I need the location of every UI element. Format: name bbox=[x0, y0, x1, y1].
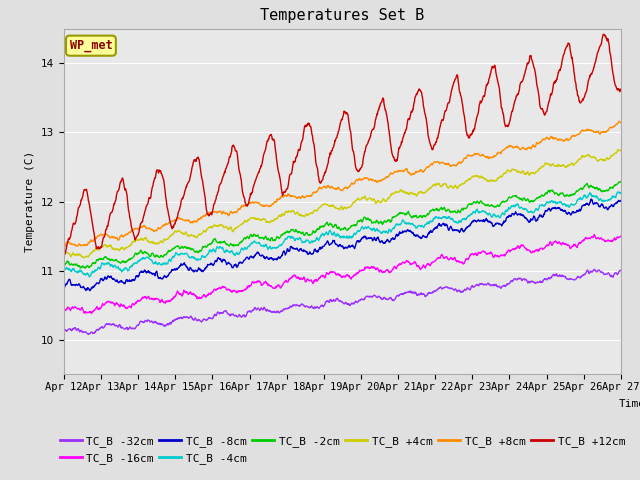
TC_B +8cm bbox=[617, 120, 625, 126]
TC_B -32cm bbox=[591, 266, 598, 272]
X-axis label: Time: Time bbox=[618, 398, 640, 408]
TC_B -32cm bbox=[171, 317, 179, 323]
Line: TC_B +4cm: TC_B +4cm bbox=[64, 149, 621, 258]
TC_B -16cm bbox=[184, 292, 192, 298]
TC_B -32cm bbox=[60, 329, 68, 335]
Y-axis label: Temperature (C): Temperature (C) bbox=[26, 151, 35, 252]
TC_B +12cm bbox=[184, 180, 191, 186]
TC_B -16cm bbox=[246, 283, 254, 288]
TC_B -32cm bbox=[85, 332, 93, 337]
TC_B -4cm bbox=[246, 241, 254, 247]
Line: TC_B -32cm: TC_B -32cm bbox=[64, 269, 621, 335]
TC_B +8cm bbox=[551, 135, 559, 141]
TC_B -2cm bbox=[60, 261, 68, 266]
TC_B +12cm bbox=[600, 31, 607, 37]
TC_B -8cm bbox=[429, 227, 437, 233]
TC_B +4cm bbox=[60, 250, 68, 256]
TC_B +4cm bbox=[429, 182, 437, 188]
TC_B -16cm bbox=[551, 239, 559, 244]
TC_B +8cm bbox=[429, 161, 437, 167]
TC_B -2cm bbox=[171, 244, 179, 250]
Line: TC_B -2cm: TC_B -2cm bbox=[64, 182, 621, 268]
TC_B -32cm bbox=[429, 288, 437, 294]
TC_B -8cm bbox=[171, 267, 179, 273]
TC_B -2cm bbox=[246, 232, 254, 238]
Line: TC_B +8cm: TC_B +8cm bbox=[64, 121, 621, 246]
TC_B -2cm bbox=[551, 191, 559, 196]
TC_B -16cm bbox=[502, 251, 509, 257]
TC_B +4cm bbox=[614, 146, 622, 152]
TC_B +12cm bbox=[246, 193, 254, 199]
TC_B -4cm bbox=[551, 199, 559, 204]
TC_B +12cm bbox=[170, 221, 178, 227]
TC_B -2cm bbox=[502, 199, 509, 204]
TC_B +4cm bbox=[551, 163, 559, 169]
TC_B -4cm bbox=[60, 267, 68, 273]
TC_B +4cm bbox=[246, 216, 254, 221]
TC_B +12cm bbox=[502, 124, 509, 130]
TC_B -8cm bbox=[86, 288, 93, 293]
TC_B -2cm bbox=[617, 179, 625, 185]
TC_B -2cm bbox=[616, 179, 623, 185]
Text: WP_met: WP_met bbox=[70, 39, 112, 52]
TC_B -4cm bbox=[617, 190, 625, 195]
TC_B -8cm bbox=[551, 204, 559, 210]
TC_B -8cm bbox=[60, 285, 68, 290]
TC_B -2cm bbox=[429, 207, 437, 213]
TC_B +12cm bbox=[60, 253, 68, 259]
TC_B -32cm bbox=[551, 272, 559, 277]
TC_B -8cm bbox=[246, 253, 254, 259]
TC_B -8cm bbox=[588, 196, 595, 202]
TC_B -2cm bbox=[184, 244, 192, 250]
TC_B -32cm bbox=[246, 308, 254, 314]
TC_B -16cm bbox=[88, 311, 95, 316]
TC_B +8cm bbox=[171, 217, 179, 223]
Line: TC_B -16cm: TC_B -16cm bbox=[64, 235, 621, 313]
TC_B +4cm bbox=[617, 147, 625, 153]
TC_B -4cm bbox=[184, 253, 192, 259]
TC_B -4cm bbox=[429, 216, 437, 222]
TC_B +4cm bbox=[502, 170, 509, 176]
TC_B +8cm bbox=[60, 242, 68, 248]
TC_B +8cm bbox=[184, 217, 192, 223]
TC_B -16cm bbox=[591, 232, 598, 238]
TC_B -16cm bbox=[60, 309, 68, 314]
TC_B -4cm bbox=[86, 274, 93, 280]
Legend: TC_B -32cm, TC_B -16cm, TC_B -8cm, TC_B -4cm, TC_B -2cm, TC_B +4cm, TC_B +8cm, T: TC_B -32cm, TC_B -16cm, TC_B -8cm, TC_B … bbox=[55, 432, 630, 468]
Line: TC_B -8cm: TC_B -8cm bbox=[64, 199, 621, 290]
TC_B -16cm bbox=[617, 233, 625, 239]
TC_B +4cm bbox=[80, 255, 88, 261]
TC_B -8cm bbox=[502, 218, 509, 224]
TC_B +8cm bbox=[246, 200, 254, 206]
TC_B -16cm bbox=[429, 259, 437, 265]
TC_B +12cm bbox=[429, 147, 436, 153]
TC_B -4cm bbox=[614, 189, 622, 195]
Line: TC_B -4cm: TC_B -4cm bbox=[64, 192, 621, 277]
TC_B -32cm bbox=[184, 315, 192, 321]
TC_B -32cm bbox=[617, 268, 625, 274]
Title: Temperatures Set B: Temperatures Set B bbox=[260, 9, 424, 24]
TC_B -2cm bbox=[81, 265, 89, 271]
TC_B +12cm bbox=[551, 80, 559, 86]
TC_B -16cm bbox=[171, 294, 179, 300]
TC_B -4cm bbox=[171, 253, 179, 259]
TC_B -32cm bbox=[502, 283, 509, 288]
TC_B +12cm bbox=[617, 86, 625, 92]
TC_B -8cm bbox=[184, 267, 192, 273]
Line: TC_B +12cm: TC_B +12cm bbox=[64, 34, 621, 256]
TC_B +8cm bbox=[74, 243, 81, 249]
TC_B -8cm bbox=[617, 198, 625, 204]
TC_B -4cm bbox=[502, 208, 509, 214]
TC_B +8cm bbox=[616, 118, 623, 124]
TC_B +4cm bbox=[184, 232, 192, 238]
TC_B +4cm bbox=[171, 228, 179, 234]
TC_B +8cm bbox=[502, 145, 509, 151]
